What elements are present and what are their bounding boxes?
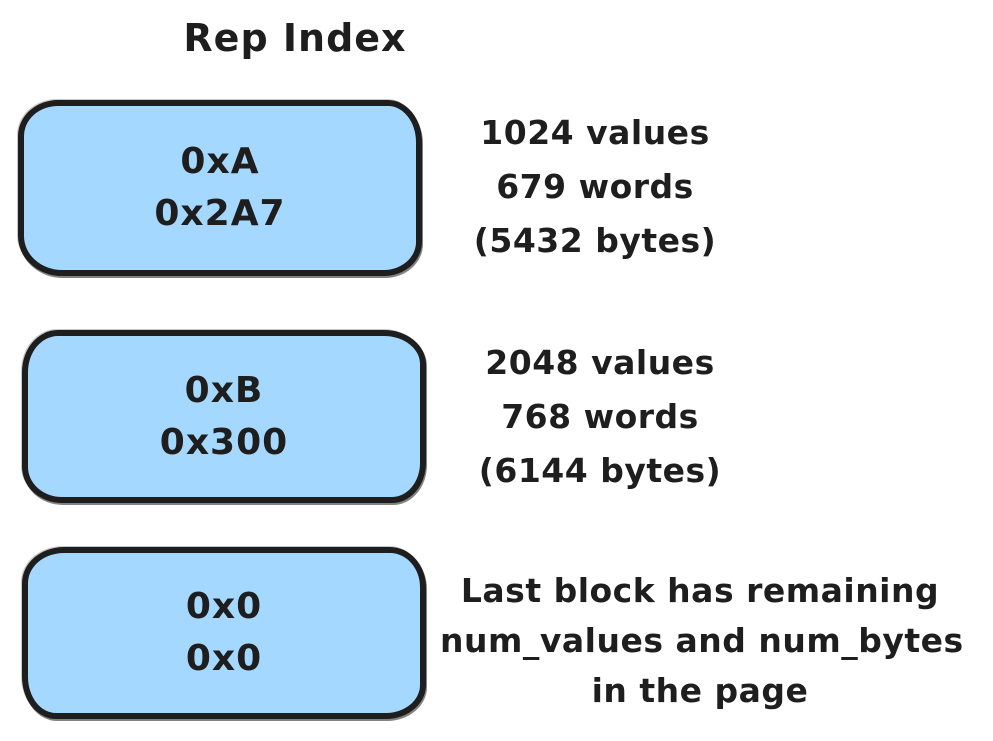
block-3-rep-value: 0x0 xyxy=(185,586,263,627)
block-1-rep-value: 0xA xyxy=(180,141,260,182)
block-3-annotation-line-3: in the page xyxy=(591,671,809,710)
block-1-annotation-bytes: (5432 bytes) xyxy=(473,221,717,260)
block-2-annotation-words: 768 words xyxy=(501,397,699,436)
block-2-rep-value: 0xB xyxy=(184,369,264,411)
block-3-index-value: 0x0 xyxy=(185,638,263,679)
block-2-index-value: 0x300 xyxy=(159,421,289,463)
block-3-annotation-line-1: Last block has remaining xyxy=(460,571,940,610)
diagram-title: Rep Index xyxy=(183,16,407,60)
block-1-annotation-values: 1024 values xyxy=(480,113,710,152)
block-3-annotation: Last block has remaining num_values and … xyxy=(440,566,964,716)
block-1-annotation-words: 679 words xyxy=(496,167,694,206)
block-3-annotation-line-2: num_values and num_bytes xyxy=(440,621,964,660)
rep-index-block-2: 0xB 0x300 xyxy=(22,330,426,503)
rep-index-block-1: 0xA 0x2A7 xyxy=(18,100,422,276)
block-2-annotation: 2048 values 768 words (6144 bytes) xyxy=(435,336,765,498)
rep-index-block-3: 0x0 0x0 xyxy=(22,547,426,719)
block-1-index-value: 0x2A7 xyxy=(154,193,286,234)
block-2-annotation-values: 2048 values xyxy=(485,343,715,382)
block-2-annotation-bytes: (6144 bytes) xyxy=(478,451,722,490)
block-1-annotation: 1024 values 679 words (5432 bytes) xyxy=(430,106,760,268)
